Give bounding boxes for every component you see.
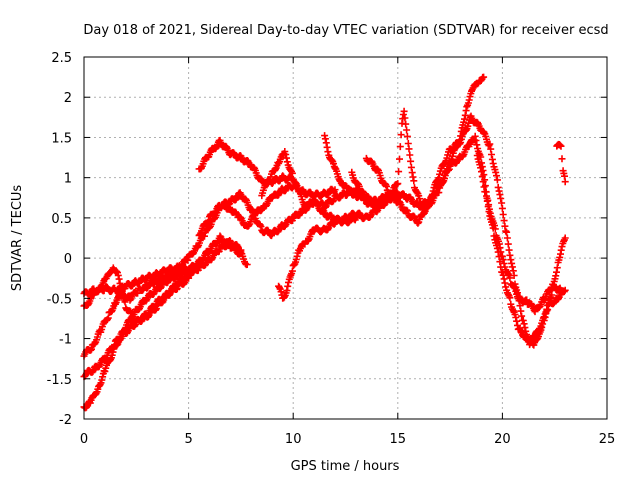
y-tick-label: 0.5: [51, 212, 72, 227]
y-tick-label: 1: [64, 172, 72, 187]
plot-frame: [83, 56, 608, 420]
plus-markers: [473, 152, 569, 349]
y-tick-label: -1: [59, 333, 72, 348]
y-tick-label: -2: [59, 413, 72, 428]
series-track-6: [195, 136, 297, 188]
y-tick-label: 1.5: [51, 131, 72, 146]
x-tick-label: 15: [390, 432, 407, 447]
ticks: [83, 56, 608, 420]
plus-markers: [348, 73, 488, 213]
x-tick-label: 5: [184, 432, 192, 447]
x-tick-labels: 0 5 10 15 20 25: [80, 432, 615, 447]
y-tick-label: 0: [64, 252, 72, 267]
plus-markers: [195, 136, 297, 188]
grid: [84, 57, 607, 419]
x-tick-label: 10: [285, 432, 302, 447]
y-tick-label: 2: [64, 91, 72, 106]
chart-title: Day 018 of 2021, Sidereal Day-to-day VTE…: [83, 23, 608, 38]
x-tick-label: 20: [494, 432, 511, 447]
series-track-10: [321, 132, 565, 316]
y-tick-labels: -2 -1.5 -1 -0.5 0 0.5 1 1.5 2 2.5: [47, 51, 72, 428]
x-tick-label: 25: [599, 432, 616, 447]
series-track-14: [553, 140, 569, 186]
y-tick-label: 2.5: [51, 51, 72, 66]
y-axis-label: SDTVAR / TECUs: [10, 185, 25, 292]
y-tick-label: -0.5: [47, 292, 72, 307]
series-track-11: [348, 73, 488, 213]
x-axis-label: GPS time / hours: [291, 459, 400, 474]
x-tick-label: 0: [80, 432, 88, 447]
series-track-13: [473, 152, 569, 349]
plus-markers: [321, 132, 565, 316]
plus-markers: [553, 140, 569, 186]
y-tick-label: -1.5: [47, 373, 72, 388]
data-points: [80, 73, 569, 412]
